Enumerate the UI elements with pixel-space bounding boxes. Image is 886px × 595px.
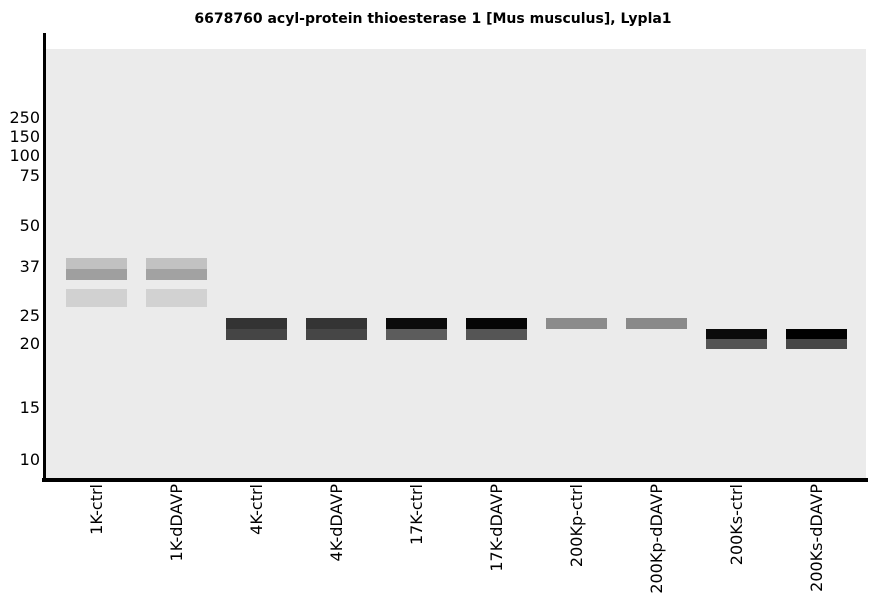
gel-band (305, 329, 367, 340)
gel-band (385, 318, 447, 329)
lane-label: 1K-ctrl (87, 484, 106, 535)
lane-label: 200Kp-dDAVP (647, 484, 666, 594)
gel-band (625, 318, 687, 329)
gel-band (65, 258, 127, 269)
gel-band (705, 339, 767, 349)
lane-label: 1K-dDAVP (167, 484, 186, 562)
y-tick-label: 100 (9, 146, 40, 165)
gel-band (385, 329, 447, 340)
y-tick-label: 37 (19, 257, 40, 276)
lane-label: 4K-dDAVP (327, 484, 346, 562)
gel-band (65, 269, 127, 280)
y-tick-label: 15 (19, 398, 40, 417)
gel-band (225, 318, 287, 329)
gel-band (545, 318, 607, 329)
y-tick-label: 50 (19, 216, 40, 235)
x-axis-line (42, 478, 868, 482)
gel-band (465, 318, 527, 329)
gel-band (785, 329, 847, 339)
lane-label: 17K-ctrl (407, 484, 426, 546)
gel-band (785, 339, 847, 349)
gel-band (145, 289, 207, 307)
y-tick-label: 10 (19, 450, 40, 469)
gel-band (145, 269, 207, 280)
y-tick-label: 20 (19, 334, 40, 353)
gel-band (145, 258, 207, 269)
gel-band (465, 329, 527, 340)
lane-label: 200Kp-ctrl (567, 484, 586, 568)
gel-band (705, 329, 767, 339)
y-tick-label: 75 (19, 166, 40, 185)
y-tick-label: 250 (9, 108, 40, 127)
lane-label: 200Ks-ctrl (727, 484, 746, 566)
y-tick-label: 25 (19, 306, 40, 325)
y-tick-label: 150 (9, 127, 40, 146)
gel-band (65, 289, 127, 307)
chart-title: 6678760 acyl-protein thioesterase 1 [Mus… (194, 11, 672, 27)
y-axis-line (43, 33, 46, 482)
gel-band (305, 318, 367, 329)
gel-band (225, 329, 287, 340)
lane-label: 4K-ctrl (247, 484, 266, 535)
lane-label: 200Ks-dDAVP (807, 484, 826, 592)
lane-label: 17K-dDAVP (487, 484, 506, 572)
